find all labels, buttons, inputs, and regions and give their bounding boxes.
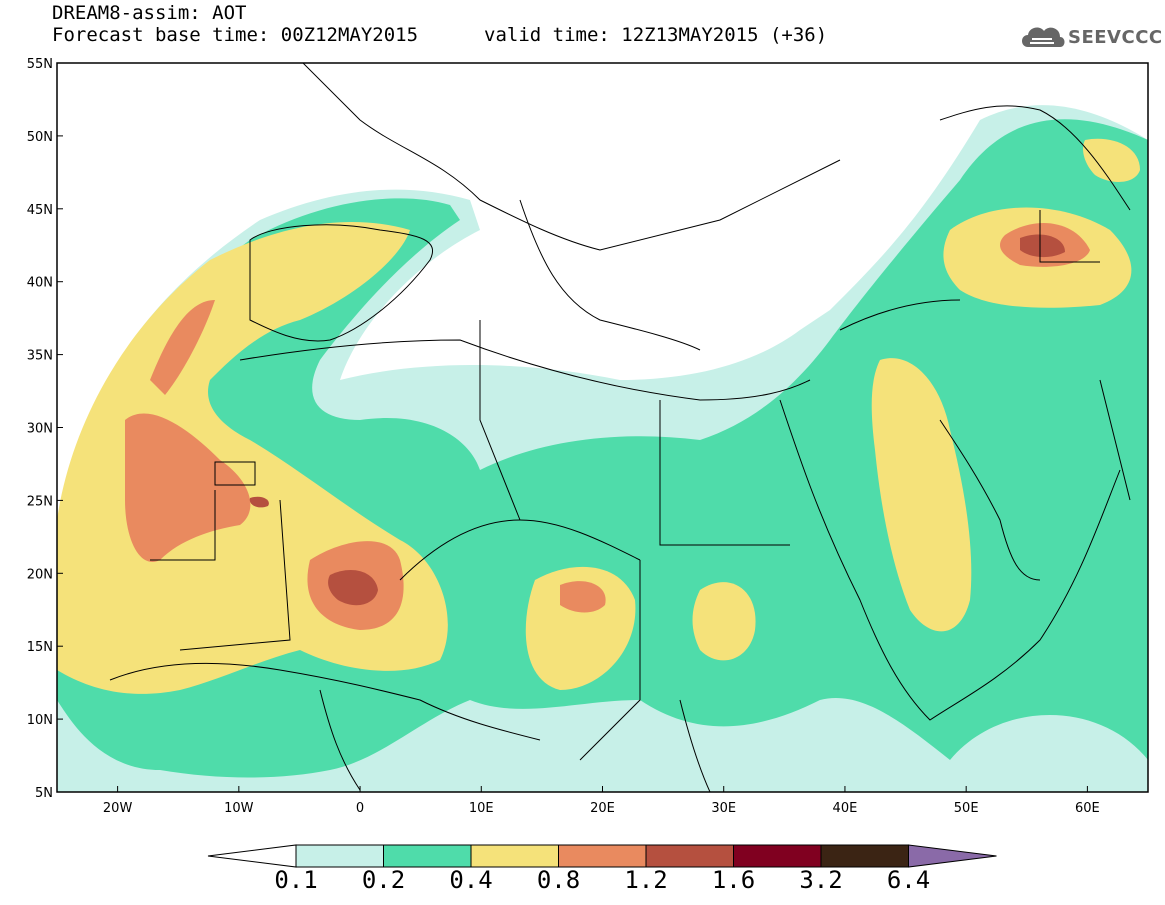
lon-label: 30E bbox=[711, 801, 736, 816]
lat-label: 40N bbox=[27, 276, 53, 291]
aot-band-1.2 bbox=[328, 570, 378, 606]
aot-band-0.8 bbox=[125, 413, 251, 562]
colorbar-label: 0.8 bbox=[536, 866, 581, 894]
seevccc-logo: SEEVCCC bbox=[1018, 18, 1162, 58]
lon-label: 10E bbox=[469, 801, 494, 816]
aot-band-0.8 bbox=[560, 581, 606, 613]
colorbar-label: 1.2 bbox=[624, 866, 668, 894]
aot-band-0.4 bbox=[871, 358, 972, 632]
lat-label: 20N bbox=[27, 567, 53, 582]
forecast-base-time: Forecast base time: 00Z12MAY2015 bbox=[52, 24, 419, 46]
lat-label: 15N bbox=[27, 640, 53, 655]
logo-text: SEEVCCC bbox=[1068, 27, 1163, 48]
lat-label: 55N bbox=[27, 57, 53, 72]
colorbar-label: 3.2 bbox=[799, 866, 843, 894]
lon-label: 60E bbox=[1075, 801, 1100, 816]
colorbar-label: 1.6 bbox=[711, 866, 756, 894]
colorbar-label: 6.4 bbox=[886, 866, 931, 894]
lon-label: 20W bbox=[103, 801, 133, 816]
aot-band-0.4 bbox=[692, 582, 756, 661]
colorbar-label: 0.1 bbox=[274, 866, 318, 894]
lon-label: 40E bbox=[833, 801, 858, 816]
lat-label: 5N bbox=[35, 786, 53, 801]
lat-label: 45N bbox=[27, 203, 53, 218]
aot-band-1.2 bbox=[249, 496, 269, 508]
country-borders bbox=[109, 63, 1131, 792]
aot-band-1.2 bbox=[1020, 234, 1065, 258]
lon-label: 50E bbox=[954, 801, 979, 816]
aot-band-0.4 bbox=[525, 566, 636, 690]
lon-label: 10W bbox=[224, 801, 254, 816]
lat-label: 30N bbox=[27, 422, 53, 437]
colorbar-label: 0.4 bbox=[449, 866, 493, 894]
longitude-axis: 20W 10W 0 10E 20E 30E 40E 50E 60E bbox=[103, 786, 1100, 816]
cloud-icon bbox=[1022, 27, 1065, 47]
aot-band-0.8 bbox=[150, 300, 215, 395]
chart-title: DREAM8-assim: AOT bbox=[52, 2, 247, 24]
colorbar-label: 0.2 bbox=[361, 866, 406, 894]
lon-label: 20E bbox=[590, 801, 615, 816]
valid-time: valid time: 12Z13MAY2015 (+36) bbox=[484, 24, 828, 46]
latitude-axis: 55N 50N 45N 40N 35N 30N 25N 20N 15N 10N 5N bbox=[27, 57, 63, 801]
lat-label: 10N bbox=[27, 713, 53, 728]
lon-label: 0 bbox=[356, 801, 364, 816]
lat-label: 50N bbox=[27, 130, 53, 145]
aot-fields bbox=[57, 105, 1148, 792]
lat-label: 35N bbox=[27, 349, 53, 364]
aot-band-0.4 bbox=[1083, 138, 1140, 182]
lat-label: 25N bbox=[27, 494, 53, 509]
